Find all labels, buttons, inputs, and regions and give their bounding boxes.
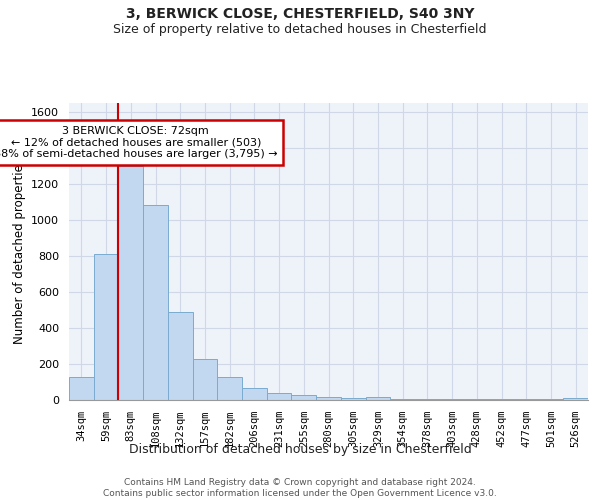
Bar bbox=[94, 254, 118, 400]
Bar bbox=[292, 396, 316, 400]
Bar bbox=[193, 360, 217, 400]
Bar bbox=[341, 398, 365, 400]
Bar bbox=[563, 398, 588, 400]
Bar bbox=[118, 166, 143, 400]
Bar bbox=[464, 399, 489, 400]
Bar bbox=[242, 388, 267, 400]
Bar bbox=[489, 399, 514, 400]
Text: Distribution of detached houses by size in Chesterfield: Distribution of detached houses by size … bbox=[128, 442, 472, 456]
Bar bbox=[514, 399, 539, 400]
Bar bbox=[539, 399, 563, 400]
Bar bbox=[365, 397, 390, 400]
Text: 3 BERWICK CLOSE: 72sqm
← 12% of detached houses are smaller (503)
88% of semi-de: 3 BERWICK CLOSE: 72sqm ← 12% of detached… bbox=[0, 126, 278, 159]
Y-axis label: Number of detached properties: Number of detached properties bbox=[13, 158, 26, 344]
Bar bbox=[267, 393, 292, 400]
Bar bbox=[217, 376, 242, 400]
Text: 3, BERWICK CLOSE, CHESTERFIELD, S40 3NY: 3, BERWICK CLOSE, CHESTERFIELD, S40 3NY bbox=[126, 8, 474, 22]
Text: Contains HM Land Registry data © Crown copyright and database right 2024.
Contai: Contains HM Land Registry data © Crown c… bbox=[103, 478, 497, 498]
Bar bbox=[390, 399, 415, 400]
Bar bbox=[69, 376, 94, 400]
Bar bbox=[168, 312, 193, 400]
Bar bbox=[316, 397, 341, 400]
Bar bbox=[143, 206, 168, 400]
Text: Size of property relative to detached houses in Chesterfield: Size of property relative to detached ho… bbox=[113, 22, 487, 36]
Bar bbox=[440, 399, 464, 400]
Bar bbox=[415, 399, 440, 400]
